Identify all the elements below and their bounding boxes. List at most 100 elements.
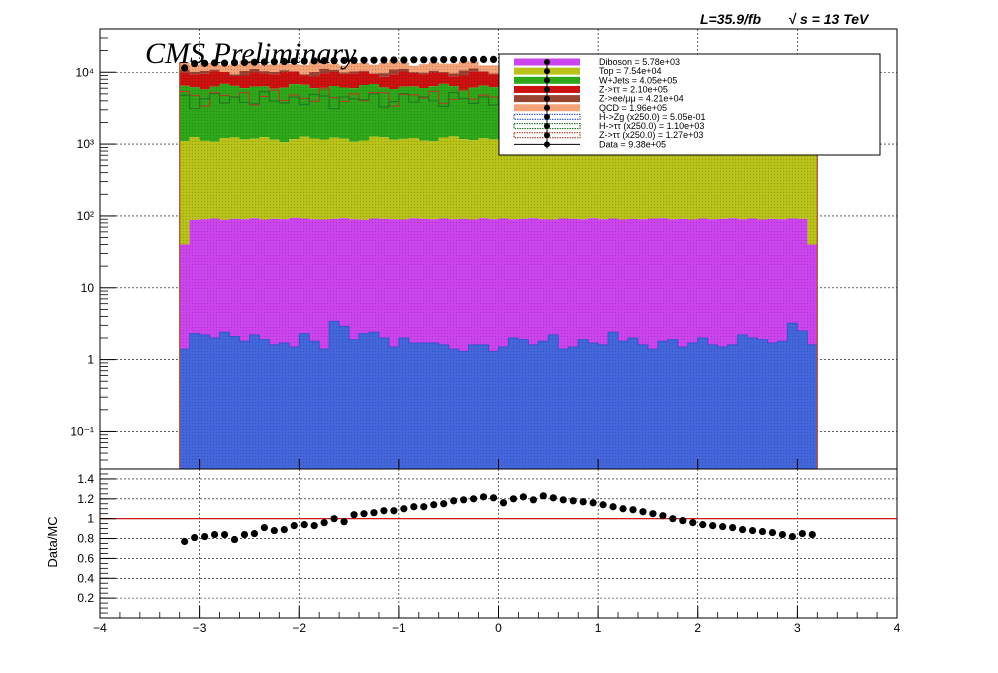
sqrt-symbol: √ [788, 11, 797, 27]
ratio-point [380, 507, 388, 515]
data-point [360, 56, 368, 64]
legend-label: H->Zg (x250.0) = 5.05e-01 [599, 112, 706, 122]
data-point [290, 57, 298, 65]
ratio-point [539, 492, 547, 500]
ratio-y-tick-label: 0.6 [77, 551, 94, 565]
legend-label: Data = 9.38e+05 [599, 139, 666, 149]
data-point [280, 57, 288, 66]
data-point [320, 57, 328, 65]
ratio-point [280, 525, 288, 534]
ratio-point [788, 532, 796, 541]
hzg-outline [179, 320, 818, 352]
ratio-point [609, 503, 617, 511]
ratio-point [370, 509, 378, 517]
ratio-point [629, 506, 637, 514]
legend-label: Diboson = 5.78e+03 [599, 57, 680, 67]
ratio-point [699, 521, 707, 529]
ratio-point [260, 524, 268, 532]
data-point [400, 56, 408, 64]
ratio-point [729, 524, 737, 532]
ratio-point [210, 530, 219, 539]
x-tick-label: −3 [193, 621, 207, 635]
ratio-point [250, 529, 259, 538]
ratio-point [689, 519, 697, 527]
legend-label: H->ττ (x250.0) = 1.10e+03 [599, 121, 704, 131]
legend-label: QCD = 1.96e+05 [599, 103, 667, 113]
ratio-point [240, 530, 249, 539]
data-point [250, 58, 259, 66]
ratio-point [469, 495, 478, 503]
data-point [330, 57, 338, 65]
data-point [479, 55, 488, 63]
data-point [420, 56, 428, 64]
data-point [350, 56, 358, 65]
top-band-hatch [179, 135, 818, 245]
ratio-point [709, 522, 717, 530]
ratio-point [679, 517, 687, 525]
x-tick-label: 3 [794, 621, 801, 635]
main-y-axis: 10⁻¹ 1 10 10² 10³ 10⁴ [70, 28, 898, 470]
ratio-point [509, 495, 518, 503]
data-point [489, 55, 498, 63]
ratio-point [330, 515, 338, 523]
ratio-point [340, 518, 348, 526]
data-point [440, 56, 448, 64]
ratio-point [738, 525, 747, 534]
ratio-frame [99, 468, 898, 619]
data-point [201, 59, 209, 67]
ratio-point [529, 496, 537, 504]
x-tick-label: 1 [595, 621, 602, 635]
main-y-tick-label: 10⁴ [75, 65, 94, 79]
data-point [270, 58, 278, 66]
ratio-y-axis-title: Data/MC [45, 516, 60, 567]
x-tick-label: 4 [894, 621, 901, 635]
ratio-y-tick-label: 1.2 [77, 492, 94, 506]
ratio-point [748, 526, 757, 535]
ratio-point [499, 499, 508, 507]
ratio-point [440, 500, 448, 508]
ratio-point [310, 522, 318, 530]
data-point [460, 56, 468, 64]
ratio-point [579, 498, 587, 506]
ratio-point [569, 497, 577, 505]
ratio-point [230, 535, 239, 544]
ratio-y-tick-label: 0.4 [77, 571, 94, 585]
x-tick-label: −4 [93, 621, 107, 635]
ratio-point [460, 496, 468, 504]
ratio-point [639, 508, 647, 516]
ratio-point [191, 533, 199, 542]
energy-label: s = 13 TeV [800, 11, 870, 27]
ratio-point [768, 528, 777, 537]
x-tick-label: −2 [292, 621, 306, 635]
legend-label: W+Jets = 4.05e+05 [599, 75, 677, 85]
main-y-tick-label: 10² [77, 209, 94, 223]
ratio-point [798, 529, 806, 538]
ratio-point [619, 505, 627, 513]
ratio-point [719, 523, 727, 531]
ratio-point [808, 530, 816, 539]
data-point [210, 59, 219, 67]
ratio-point [549, 494, 557, 502]
ratio-y-tick-label: 0.8 [77, 532, 94, 546]
data-point [300, 57, 308, 65]
data-point [390, 56, 398, 64]
ratio-point [559, 496, 567, 504]
data-point [260, 58, 268, 66]
legend-label: Z->ττ = 2.10e+05 [599, 84, 668, 94]
ratio-point [270, 526, 278, 535]
ratio-point [420, 503, 428, 511]
main-y-tick-label: 10⁻¹ [70, 424, 94, 438]
ratio-points [181, 492, 816, 546]
data-point [220, 59, 229, 67]
luminosity-label: L=35.9/fb [700, 11, 762, 27]
data-point [310, 57, 318, 65]
ratio-y-tick-label: 1 [87, 512, 94, 526]
x-tick-label: −1 [392, 621, 406, 635]
ratio-y-axis: 0.2 0.4 0.6 0.8 1 1.2 1.4 [77, 472, 116, 614]
ratio-point [778, 530, 787, 539]
ratio-point [669, 515, 677, 523]
ratio-point [300, 521, 308, 529]
ratio-point [489, 494, 498, 502]
